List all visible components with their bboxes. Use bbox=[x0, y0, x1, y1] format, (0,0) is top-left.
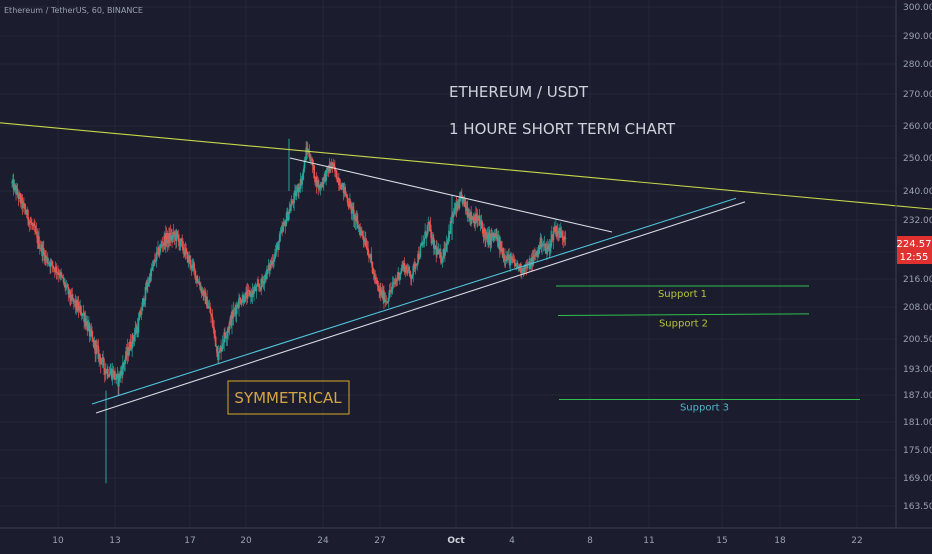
y-tick-label: 300.00 bbox=[903, 3, 932, 13]
y-tick-label: 169.00 bbox=[903, 474, 932, 484]
x-tick-label: 24 bbox=[317, 536, 329, 546]
y-tick-label: 260.00 bbox=[903, 122, 932, 132]
x-tick-label: Oct bbox=[447, 536, 465, 546]
y-tick-label: 181.00 bbox=[903, 418, 932, 428]
y-tick-label: 175.00 bbox=[903, 446, 932, 456]
support-label: Support 1 bbox=[658, 289, 707, 300]
last-price-value: 224.57 bbox=[897, 239, 932, 250]
x-tick-label: 17 bbox=[184, 536, 195, 546]
y-tick-label: 280.00 bbox=[903, 60, 932, 70]
chart-subtitle: 1 HOURE SHORT TERM CHART bbox=[449, 120, 676, 138]
x-tick-label: 22 bbox=[851, 536, 862, 546]
y-tick-label: 208.00 bbox=[903, 303, 932, 313]
y-tick-label: 232.00 bbox=[903, 216, 932, 226]
candle-countdown: 12:55 bbox=[900, 252, 929, 263]
y-tick-label: 193.00 bbox=[903, 365, 932, 375]
x-tick-label: 4 bbox=[509, 536, 515, 546]
pattern-label: SYMMETRICAL bbox=[234, 389, 342, 407]
x-tick-label: 27 bbox=[374, 536, 385, 546]
y-tick-label: 163.50 bbox=[903, 502, 932, 512]
y-tick-label: 250.00 bbox=[903, 154, 932, 164]
x-tick-label: 15 bbox=[716, 536, 727, 546]
y-tick-label: 290.00 bbox=[903, 32, 932, 42]
y-tick-label: 187.00 bbox=[903, 391, 932, 401]
x-tick-label: 13 bbox=[109, 536, 120, 546]
x-tick-label: 11 bbox=[643, 536, 654, 546]
x-tick-label: 10 bbox=[52, 536, 64, 546]
y-tick-label: 240.00 bbox=[903, 187, 932, 197]
symbol-info: Ethereum / TetherUS, 60, BINANCE bbox=[4, 6, 143, 15]
y-tick-label: 270.00 bbox=[903, 90, 932, 100]
x-tick-label: 18 bbox=[774, 536, 786, 546]
x-tick-label: 20 bbox=[240, 536, 252, 546]
x-tick-label: 8 bbox=[587, 536, 593, 546]
chart-title: ETHEREUM / USDT bbox=[449, 83, 589, 101]
support-label: Support 2 bbox=[659, 319, 708, 330]
support-label: Support 3 bbox=[680, 403, 729, 414]
y-tick-label: 216.00 bbox=[903, 275, 932, 285]
candle bbox=[313, 165, 315, 179]
last-price-label: 224.57 12:55 bbox=[897, 236, 932, 264]
y-tick-label: 200.50 bbox=[903, 335, 932, 345]
